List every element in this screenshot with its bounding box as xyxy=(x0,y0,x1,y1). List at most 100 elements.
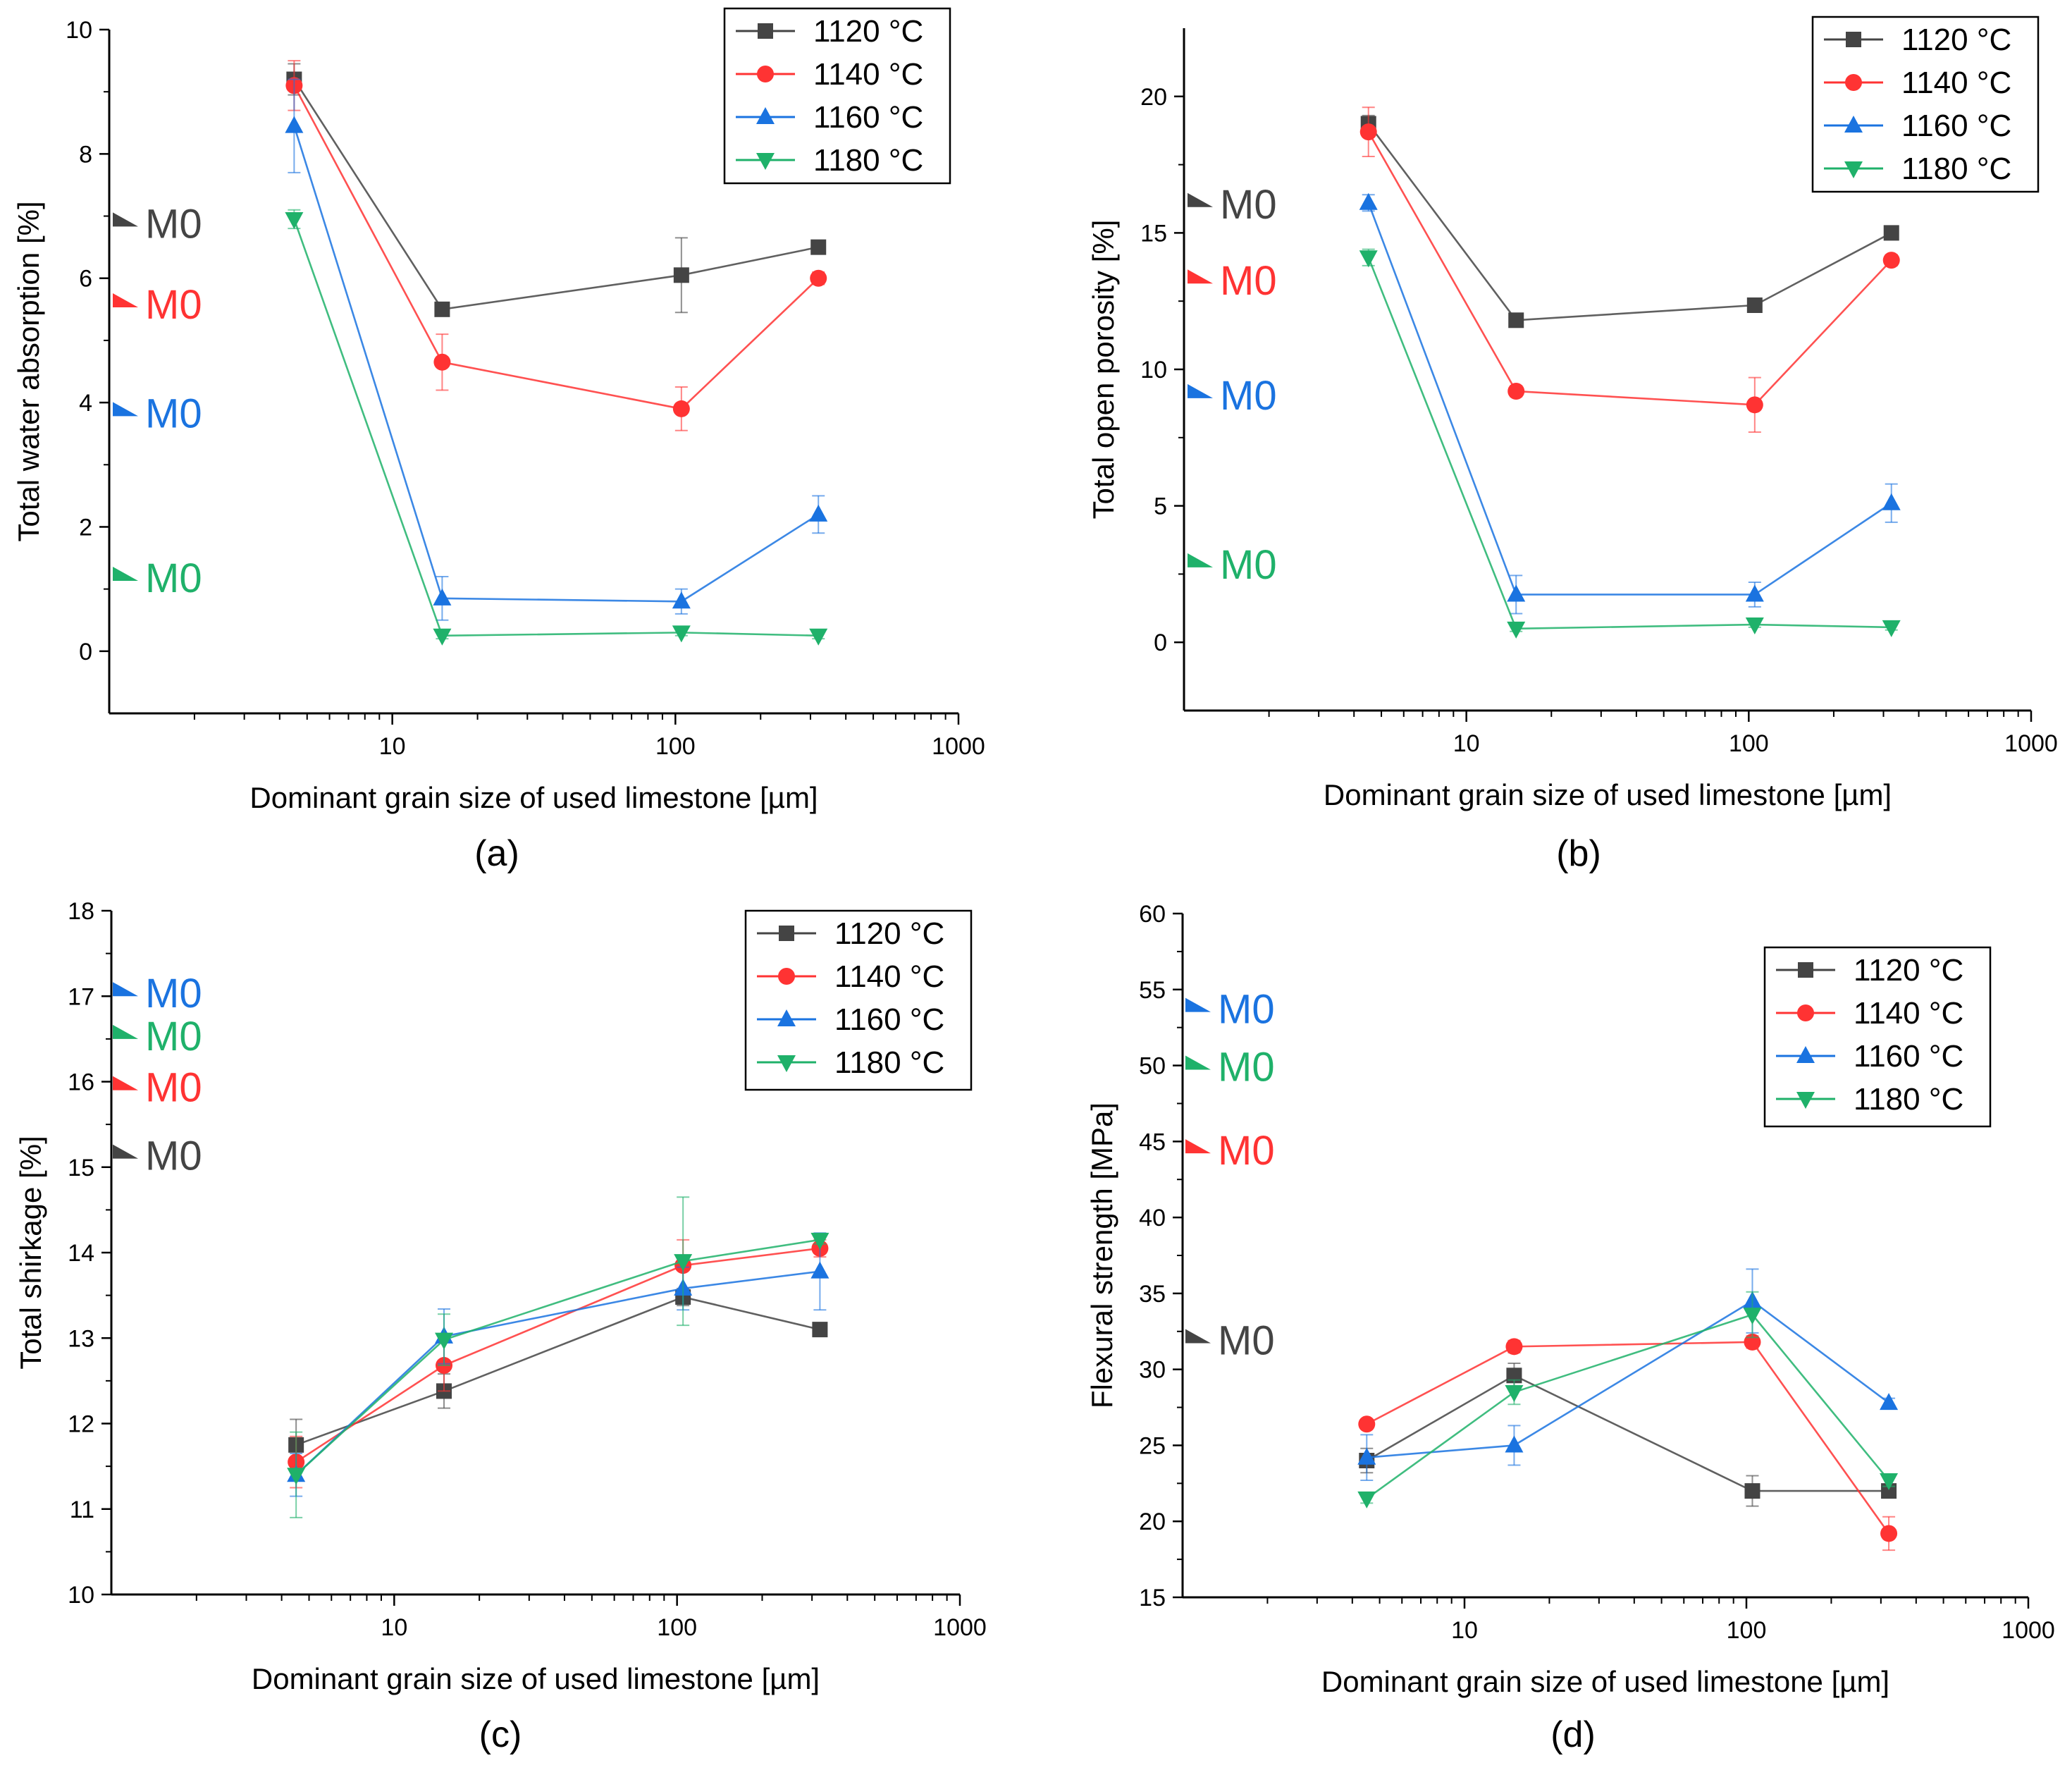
y-tick-label: 25 xyxy=(1139,1432,1166,1459)
x-tick-label: 1000 xyxy=(932,733,985,760)
data-point xyxy=(1880,1393,1899,1411)
legend-swatch-marker xyxy=(1846,32,1861,47)
series-line xyxy=(295,1296,820,1446)
legend-swatch-marker xyxy=(756,153,775,170)
x-tick-label: 1000 xyxy=(933,1614,987,1641)
m0-marker-1140: M0 xyxy=(113,1065,202,1111)
data-point xyxy=(1746,396,1763,414)
data-point xyxy=(1505,1435,1524,1453)
y-tick-label: 13 xyxy=(68,1325,94,1352)
m0-flag xyxy=(113,212,138,227)
data-point xyxy=(1745,617,1764,635)
data-point xyxy=(433,628,452,646)
m0-flag xyxy=(113,1024,138,1039)
m0-marker-1160: M0 xyxy=(1185,987,1275,1033)
legend-swatch-marker xyxy=(1845,74,1862,91)
y-tick-label: 55 xyxy=(1139,977,1166,1004)
y-axis-label: Total open porosity [%] xyxy=(1087,220,1120,520)
x-tick-label: 100 xyxy=(1729,730,1769,757)
series-line xyxy=(293,125,819,603)
legend: 1120 °C 1140 °C 1160 °C 1180 °C xyxy=(744,909,973,1091)
y-tick-label: 20 xyxy=(1139,1508,1166,1535)
x-tick-label: 10 xyxy=(381,1614,407,1641)
m0-flag xyxy=(113,982,138,997)
data-point xyxy=(672,625,691,643)
y-tick-label: 14 xyxy=(68,1240,94,1267)
m0-label: M0 xyxy=(145,1014,202,1059)
data-point xyxy=(1882,493,1901,510)
m0-label: M0 xyxy=(1218,987,1275,1033)
data-point xyxy=(810,1261,830,1279)
series-line xyxy=(1367,123,1892,321)
panel-caption: (a) xyxy=(474,833,519,874)
series-line xyxy=(295,1270,820,1476)
data-point xyxy=(673,267,689,283)
series-1160 xyxy=(1357,1268,1899,1482)
legend-swatch-marker xyxy=(1844,116,1863,133)
data-point xyxy=(1880,1525,1898,1542)
y-tick-label: 0 xyxy=(79,639,92,665)
legend-swatch-marker xyxy=(757,66,774,82)
m0-label: M0 xyxy=(1220,182,1277,228)
series-1140 xyxy=(1359,106,1900,434)
legend: 1120 °C 1140 °C 1160 °C 1180 °C xyxy=(1811,16,2040,193)
series-1160 xyxy=(287,1232,830,1497)
data-point xyxy=(1507,382,1525,400)
chart-panel-c: 10 100 1000 10 11 12 13 14 15 16 17 18 Dominant grai… xyxy=(14,898,987,1755)
data-point xyxy=(433,588,452,606)
series-line xyxy=(295,1247,820,1463)
y-tick-label: 15 xyxy=(1139,1585,1166,1611)
y-tick-label: 15 xyxy=(1140,220,1167,247)
data-point xyxy=(285,211,304,229)
series-line xyxy=(293,219,819,637)
y-tick-label: 10 xyxy=(1140,357,1167,383)
data-point xyxy=(1507,621,1526,639)
x-tick-label: 1000 xyxy=(2004,730,2058,757)
series-1140 xyxy=(285,60,827,431)
data-point xyxy=(1507,584,1526,602)
x-tick-label: 10 xyxy=(1453,730,1480,757)
y-axis-label: Total water absorption [%] xyxy=(12,201,45,541)
series-line xyxy=(295,1239,820,1476)
legend-label: 1120 °C xyxy=(1901,23,2011,57)
y-tick-label: 50 xyxy=(1139,1053,1166,1080)
data-point xyxy=(285,116,304,133)
legend-label: 1120 °C xyxy=(813,14,923,49)
data-point xyxy=(434,301,450,317)
legend-swatch-marker xyxy=(1796,1046,1815,1063)
m0-marker-1180: M0 xyxy=(113,1014,202,1059)
data-point xyxy=(1508,312,1524,328)
data-point xyxy=(812,1322,828,1338)
legend-swatch-marker xyxy=(758,23,773,39)
x-axis-label: Dominant grain size of used limestone [µ… xyxy=(1324,778,1892,811)
series-1120 xyxy=(286,63,827,317)
series-1160 xyxy=(285,78,828,621)
data-point xyxy=(1505,1338,1523,1356)
y-tick-label: 17 xyxy=(68,983,94,1010)
series-line xyxy=(293,85,820,410)
data-point xyxy=(1358,1415,1376,1433)
data-point xyxy=(809,504,828,522)
legend-label: 1120 °C xyxy=(834,916,944,951)
y-tick-label: 8 xyxy=(79,141,92,168)
legend-swatch-marker xyxy=(1844,161,1863,178)
m0-flag xyxy=(113,1076,138,1090)
panel-caption: (b) xyxy=(1556,833,1601,874)
y-tick-label: 35 xyxy=(1139,1281,1166,1308)
m0-label: M0 xyxy=(145,555,202,601)
data-point xyxy=(1359,123,1377,141)
series-line xyxy=(1367,131,1892,406)
m0-flag xyxy=(1185,1329,1211,1344)
x-tick-label: 10 xyxy=(1451,1617,1478,1644)
series-1180 xyxy=(1359,248,1901,639)
legend-label: 1180 °C xyxy=(1901,152,2011,186)
data-point xyxy=(1746,297,1763,314)
y-tick-label: 11 xyxy=(70,1497,94,1523)
y-tick-label: 5 xyxy=(1154,493,1167,520)
m0-marker-1120: M0 xyxy=(1185,1318,1275,1364)
legend-label: 1160 °C xyxy=(834,1002,944,1037)
m0-label: M0 xyxy=(1220,373,1277,419)
legend-label: 1180 °C xyxy=(1854,1082,1963,1117)
series-line xyxy=(1366,1341,1890,1535)
legend-label: 1120 °C xyxy=(1854,953,1963,988)
